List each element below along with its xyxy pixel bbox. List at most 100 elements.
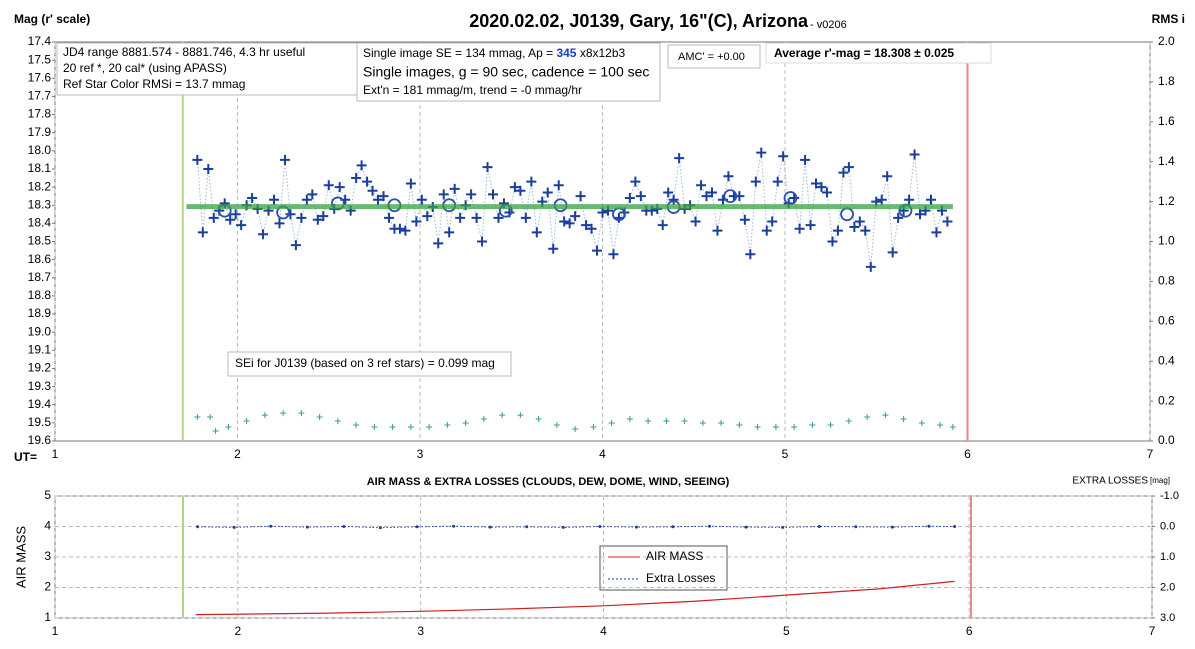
data-point (718, 420, 725, 427)
data-point (371, 424, 378, 431)
data-point (854, 216, 865, 227)
data-point (212, 428, 219, 435)
data-point (592, 245, 603, 256)
data-point (356, 160, 367, 171)
legend (599, 545, 728, 591)
data-point (865, 261, 876, 272)
x-tick-label: 1 (52, 624, 59, 638)
annotation-part: 345 (556, 46, 576, 60)
data-point (624, 192, 635, 203)
data-point (236, 220, 247, 231)
data-point (570, 211, 581, 222)
data-point (690, 216, 701, 227)
data-point (279, 154, 290, 165)
data-point (876, 194, 887, 205)
data-point (290, 240, 301, 251)
data-point (890, 525, 894, 529)
y2-tick-label: 0.8 (1158, 274, 1175, 288)
data-point (232, 525, 236, 529)
data-point (613, 212, 624, 223)
y-tick-label: 18.7 (28, 270, 52, 284)
data-point (455, 212, 466, 223)
data-point (416, 194, 427, 205)
data-point (937, 422, 944, 429)
data-point (816, 182, 827, 193)
y-tick-label: 17.9 (28, 125, 52, 139)
data-point (274, 218, 285, 229)
data-point (860, 225, 871, 236)
data-point (258, 229, 269, 240)
y-tick-label: 17.4 (28, 34, 52, 48)
data-point (564, 218, 575, 229)
data-point (723, 189, 738, 204)
y2-tick-label: 0.0 (1160, 520, 1175, 532)
y2-tick-label: 1.8 (1158, 74, 1175, 88)
y2-axis-unit: [mag] (1150, 476, 1170, 485)
y-tick-label: 19.0 (28, 324, 52, 338)
annotation: Single images, g = 90 sec, cadence = 100… (363, 64, 649, 80)
data-point (525, 525, 529, 529)
data-point (882, 171, 893, 182)
data-point (482, 162, 493, 173)
y2-tick-label: 1.6 (1158, 114, 1175, 128)
data-point (405, 178, 416, 189)
data-point (298, 410, 305, 417)
x-tick-label: 7 (1147, 447, 1154, 461)
data-point (608, 249, 619, 260)
data-point (192, 154, 203, 165)
y-tick-label: 18.6 (28, 252, 52, 266)
data-point (681, 418, 688, 425)
annotation: Average r'-mag = 18.308 ± 0.025 (774, 46, 954, 60)
data-point (645, 418, 652, 425)
data-point (426, 424, 433, 431)
data-point (904, 194, 915, 205)
annotation: Single image SE = 134 mmag, Ap = 345 x8x… (363, 46, 626, 60)
data-point (608, 420, 615, 427)
y-tick-label: 19.6 (28, 433, 52, 447)
series-line (195, 580, 955, 616)
data-point (203, 163, 214, 174)
data-point (817, 525, 821, 528)
data-point (827, 236, 838, 247)
y-tick-label: 17.7 (28, 89, 52, 103)
data-point (838, 167, 849, 178)
data-point (949, 424, 956, 431)
y-tick-label: 19.5 (28, 415, 52, 429)
y-tick-label: 18.9 (28, 306, 52, 320)
y-tick-label: 18.8 (28, 288, 52, 302)
data-point (296, 212, 307, 223)
data-point (559, 216, 570, 227)
data-point (488, 189, 498, 200)
x-tick-label: 3 (417, 624, 424, 638)
data-point (367, 185, 378, 196)
legend-label: AIR MASS (646, 549, 703, 563)
data-point (586, 223, 597, 234)
data-point (353, 422, 360, 429)
data-point (854, 525, 858, 529)
data-point (581, 220, 592, 231)
data-point (225, 214, 236, 225)
data-point (663, 187, 674, 198)
data-point (553, 180, 564, 191)
data-point (334, 182, 345, 193)
data-point (444, 227, 455, 238)
data-point (630, 176, 641, 187)
x-tick-label: 1 (52, 447, 59, 461)
annotations: JD4 range 8881.574 - 8881.746, 4.3 hr us… (56, 42, 992, 377)
data-point (926, 194, 936, 205)
data-point (526, 176, 537, 187)
x-tick-label: 6 (964, 447, 971, 461)
data-point (247, 192, 258, 203)
data-point (821, 187, 832, 198)
y-tick-label: 3 (44, 549, 51, 563)
data-point (509, 182, 520, 193)
data-point (736, 422, 743, 429)
data-point (794, 223, 805, 234)
y-axis-label: AIR MASS (13, 526, 28, 588)
data-point (918, 420, 925, 427)
data-point (548, 243, 559, 254)
data-point (553, 422, 560, 429)
data-point (400, 225, 411, 236)
data-point (208, 212, 219, 223)
